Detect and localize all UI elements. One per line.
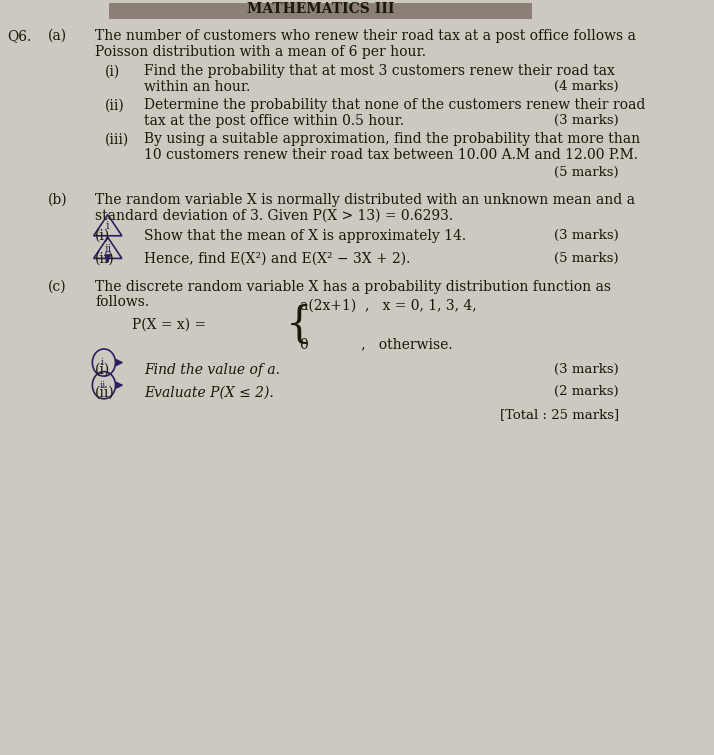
Text: (b): (b) <box>48 193 68 207</box>
Text: tax at the post office within 0.5 hour.: tax at the post office within 0.5 hour. <box>144 114 404 128</box>
Text: a(2x+1)  ,   x = 0, 1, 3, 4,: a(2x+1) , x = 0, 1, 3, 4, <box>300 298 477 313</box>
Text: {: { <box>286 304 312 346</box>
Text: MATHEMATICS III: MATHEMATICS III <box>247 2 395 16</box>
Text: (a): (a) <box>48 29 67 43</box>
Text: (c): (c) <box>48 279 66 294</box>
Text: Find the probability that at most 3 customers renew their road tax: Find the probability that at most 3 cust… <box>144 64 615 79</box>
Text: (4 marks): (4 marks) <box>554 80 619 94</box>
Text: (3 marks): (3 marks) <box>554 362 619 375</box>
Text: Q6.: Q6. <box>8 29 32 43</box>
Text: (i): (i) <box>104 64 120 79</box>
Text: Evaluate P(X ≤ 2).: Evaluate P(X ≤ 2). <box>144 385 274 399</box>
Text: i: i <box>106 221 109 231</box>
Text: By using a suitable approximation, find the probability that more than: By using a suitable approximation, find … <box>144 132 640 146</box>
Text: Hence, find E(X²) and E(X² − 3X + 2).: Hence, find E(X²) and E(X² − 3X + 2). <box>144 251 411 266</box>
Text: (ii): (ii) <box>104 98 124 112</box>
Text: i: i <box>101 358 104 367</box>
Text: Poisson distribution with a mean of 6 per hour.: Poisson distribution with a mean of 6 pe… <box>95 45 426 59</box>
Text: (ii): (ii) <box>95 385 115 399</box>
Text: (2 marks): (2 marks) <box>554 385 619 398</box>
Text: Find the value of a.: Find the value of a. <box>144 362 281 377</box>
Text: (5 marks): (5 marks) <box>554 166 619 180</box>
Text: 10 customers renew their road tax between 10.00 A.M and 12.00 P.M.: 10 customers renew their road tax betwee… <box>144 148 638 162</box>
Text: The discrete random variable X has a probability distribution function as: The discrete random variable X has a pro… <box>95 279 611 294</box>
Text: P(X = x) =: P(X = x) = <box>131 318 206 332</box>
Text: (3 marks): (3 marks) <box>554 114 619 128</box>
Text: ii: ii <box>104 244 111 254</box>
FancyBboxPatch shape <box>109 2 533 19</box>
Text: 0            ,   otherwise.: 0 , otherwise. <box>300 337 453 351</box>
Text: follows.: follows. <box>95 295 149 310</box>
Text: standard deviation of 3. Given P(X > 13) = 0.6293.: standard deviation of 3. Given P(X > 13)… <box>95 208 453 223</box>
Text: (3 marks): (3 marks) <box>554 229 619 242</box>
Text: The random variable X is normally distributed with an unknown mean and a: The random variable X is normally distri… <box>95 193 635 207</box>
Text: ii: ii <box>99 381 106 390</box>
Text: (i): (i) <box>95 229 110 243</box>
Text: Determine the probability that none of the customers renew their road: Determine the probability that none of t… <box>144 98 645 112</box>
Text: within an hour.: within an hour. <box>144 80 251 94</box>
Text: (ii): (ii) <box>95 251 115 266</box>
Text: (i): (i) <box>95 362 110 377</box>
Text: [Total : 25 marks]: [Total : 25 marks] <box>500 408 619 421</box>
Text: (iii): (iii) <box>104 132 129 146</box>
Text: The number of customers who renew their road tax at a post office follows a: The number of customers who renew their … <box>95 29 635 43</box>
Text: Show that the mean of X is approximately 14.: Show that the mean of X is approximately… <box>144 229 466 243</box>
Text: (5 marks): (5 marks) <box>554 251 619 264</box>
